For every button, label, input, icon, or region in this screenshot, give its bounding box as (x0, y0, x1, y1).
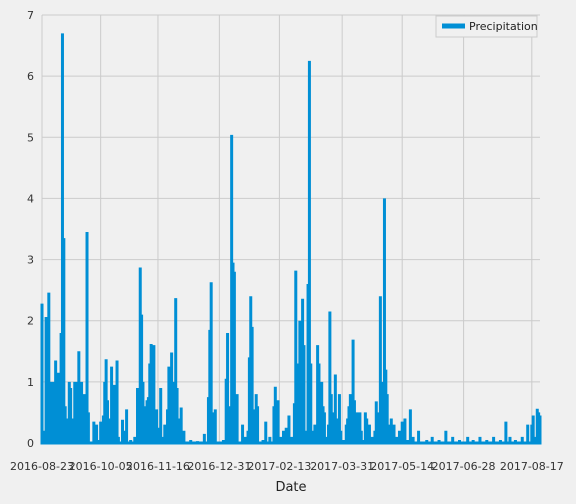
x-tick-label: 2017-06-28 (432, 460, 496, 473)
y-tick-label: 3 (27, 254, 34, 267)
x-tick-label: 2016-11-16 (126, 460, 190, 473)
y-tick-labels: 0 1 2 3 4 5 6 7 (27, 9, 34, 450)
x-axis-label: Date (275, 480, 306, 495)
y-tick-label: 6 (27, 70, 34, 83)
x-tick-label: 2016-12-31 (187, 460, 251, 473)
x-tick-label: 2017-02-13 (247, 460, 311, 473)
y-tick-label: 5 (27, 131, 34, 144)
x-tick-label: 2017-05-14 (370, 460, 434, 473)
legend-box (435, 15, 538, 38)
y-tick-label: 7 (27, 9, 34, 22)
series-line-precipitation (40, 33, 542, 445)
legend: Precipitation (435, 15, 538, 38)
x-tick-label: 2016-10-05 (69, 460, 133, 473)
y-tick-label: 0 (27, 437, 34, 450)
grid-lines (41, 14, 540, 444)
legend-label-precipitation: Precipitation (469, 20, 538, 33)
x-tick-labels: 2016-08-232016-10-052016-11-162016-12-31… (10, 460, 564, 473)
y-tick-label: 2 (27, 315, 34, 328)
plot-area (42, 15, 540, 443)
y-tick-label: 1 (27, 376, 34, 389)
y-tick-label: 4 (27, 192, 34, 205)
x-tick-label: 2017-03-31 (310, 460, 374, 473)
x-tick-label: 2016-08-23 (10, 460, 74, 473)
x-tick-label: 2017-08-17 (500, 460, 564, 473)
